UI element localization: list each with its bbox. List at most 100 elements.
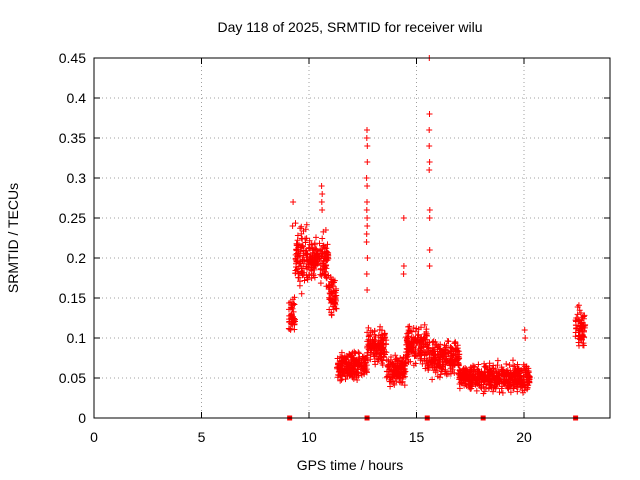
data-point bbox=[410, 362, 417, 369]
data-point bbox=[432, 339, 439, 345]
data-point bbox=[500, 376, 507, 383]
data-point bbox=[317, 271, 324, 278]
data-point bbox=[405, 323, 412, 330]
data-point bbox=[470, 377, 477, 384]
data-point bbox=[426, 159, 433, 165]
data-point bbox=[287, 326, 294, 333]
data-point bbox=[338, 349, 345, 356]
data-point bbox=[395, 357, 402, 364]
data-point bbox=[454, 356, 461, 363]
data-point bbox=[447, 368, 454, 375]
data-point bbox=[498, 385, 505, 392]
data-point bbox=[303, 221, 310, 228]
data-point bbox=[353, 368, 360, 375]
data-point bbox=[324, 241, 331, 248]
data-point bbox=[329, 279, 336, 286]
data-point bbox=[343, 363, 350, 370]
data-point bbox=[363, 175, 370, 181]
data-point bbox=[322, 245, 328, 252]
data-point bbox=[371, 358, 378, 365]
data-point bbox=[486, 378, 493, 384]
data-point bbox=[337, 377, 344, 384]
data-point bbox=[522, 335, 529, 341]
data-point bbox=[455, 362, 462, 369]
data-point bbox=[369, 344, 376, 351]
data-point bbox=[490, 375, 497, 382]
data-point bbox=[467, 380, 474, 387]
data-point bbox=[309, 247, 316, 254]
data-point bbox=[291, 321, 298, 328]
data-point bbox=[461, 367, 468, 374]
plot-frame bbox=[93, 57, 611, 419]
data-point bbox=[313, 254, 319, 261]
data-point bbox=[393, 378, 400, 385]
y-tick-label: 0.25 bbox=[59, 210, 86, 226]
data-point bbox=[383, 368, 390, 375]
data-point bbox=[362, 364, 369, 370]
data-point bbox=[387, 376, 394, 383]
data-point bbox=[437, 371, 444, 378]
y-tick-label: 0.4 bbox=[67, 90, 87, 106]
data-point bbox=[430, 348, 437, 355]
chart-title: Day 118 of 2025, SRMTID for receiver wil… bbox=[217, 19, 482, 35]
data-point bbox=[354, 377, 361, 383]
data-point bbox=[425, 344, 432, 351]
x-tick-label: 10 bbox=[301, 429, 317, 445]
data-point bbox=[485, 377, 492, 384]
data-point bbox=[523, 363, 530, 370]
data-point bbox=[499, 367, 505, 374]
data-point bbox=[392, 366, 398, 373]
data-point bbox=[291, 301, 298, 308]
data-point bbox=[308, 241, 315, 248]
y-axis-label: SRMTID / TECUs bbox=[5, 183, 21, 293]
data-point bbox=[306, 258, 313, 265]
data-point bbox=[319, 260, 326, 267]
data-point bbox=[364, 127, 370, 133]
data-point bbox=[449, 346, 456, 352]
y-tick-label: 0.05 bbox=[59, 370, 86, 386]
data-point bbox=[438, 348, 445, 355]
data-point bbox=[480, 374, 487, 381]
data-point bbox=[426, 247, 433, 253]
data-point bbox=[379, 362, 386, 368]
data-point bbox=[401, 382, 408, 389]
data-point bbox=[474, 368, 481, 375]
data-point bbox=[312, 262, 319, 269]
data-point bbox=[452, 340, 459, 346]
data-point bbox=[298, 290, 305, 297]
data-point bbox=[306, 237, 313, 244]
data-point bbox=[581, 322, 588, 329]
data-point bbox=[313, 246, 320, 253]
data-point bbox=[316, 240, 323, 247]
data-point bbox=[363, 239, 370, 245]
data-point bbox=[411, 342, 417, 349]
data-point bbox=[577, 323, 584, 330]
data-point bbox=[364, 329, 371, 336]
data-point bbox=[419, 360, 426, 367]
data-point bbox=[294, 253, 301, 260]
data-point bbox=[322, 227, 329, 233]
data-point bbox=[419, 349, 426, 356]
data-point bbox=[426, 339, 433, 346]
data-point bbox=[436, 357, 443, 363]
data-point bbox=[364, 287, 371, 293]
data-point bbox=[415, 346, 422, 353]
data-point bbox=[358, 372, 365, 378]
data-point bbox=[293, 260, 299, 267]
data-point bbox=[364, 183, 371, 189]
data-point bbox=[473, 387, 480, 394]
data-point bbox=[509, 371, 516, 378]
data-point bbox=[339, 366, 346, 373]
data-point bbox=[518, 367, 525, 374]
data-point bbox=[364, 223, 371, 229]
data-point bbox=[445, 338, 452, 345]
data-point bbox=[324, 257, 331, 264]
data-point bbox=[495, 372, 502, 379]
x-tick-label: 15 bbox=[409, 429, 425, 445]
data-point bbox=[510, 357, 516, 364]
data-point bbox=[298, 263, 304, 270]
data-point bbox=[581, 328, 587, 335]
data-point bbox=[287, 304, 294, 311]
data-point bbox=[506, 362, 513, 368]
data-point bbox=[388, 354, 394, 360]
